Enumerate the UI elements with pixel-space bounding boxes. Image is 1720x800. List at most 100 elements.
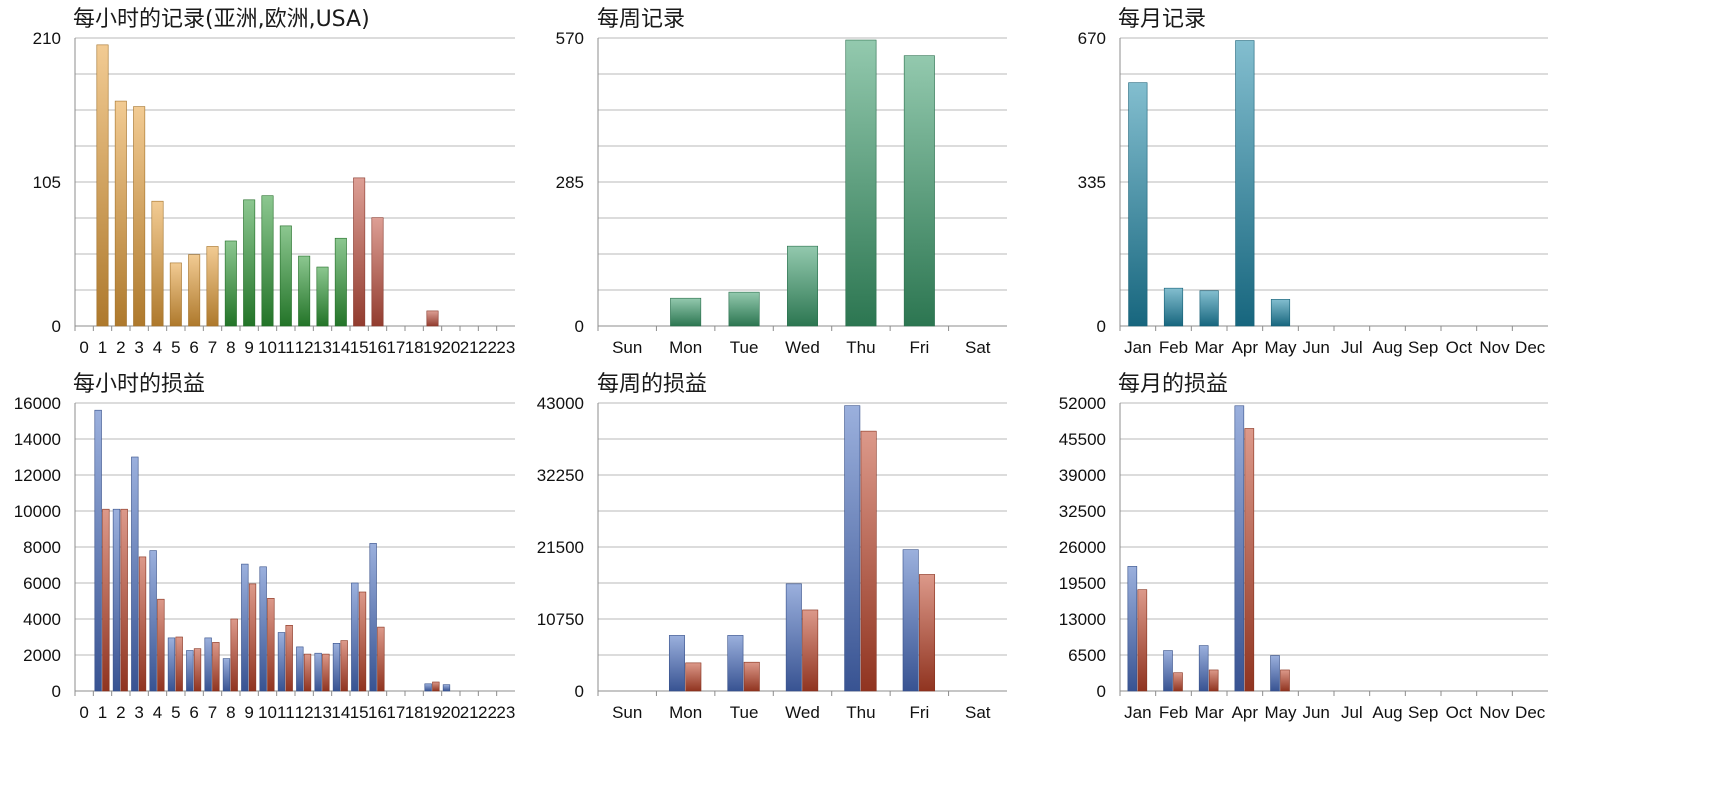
bar [1137,589,1148,692]
x-tick-label: 2 [116,338,125,357]
x-tick-label: 16 [368,338,387,357]
chart-title: 每小时的记录(亚洲,欧洲,USA) [73,7,370,32]
y-tick-label: 0 [575,682,584,701]
bar [787,245,818,327]
y-tick-label: 285 [556,173,584,192]
x-tick-label: 20 [441,338,460,357]
bar [844,405,861,692]
x-tick-label: 11 [277,338,295,357]
chart-title: 每周记录 [597,7,685,32]
x-tick-label: Mar [1195,703,1225,722]
chart-title: 每周的损益 [597,372,707,397]
x-tick-label: Apr [1232,703,1259,722]
bar [114,100,127,327]
bar [230,618,238,692]
y-tick-label: 12000 [14,466,61,485]
x-tick-label: Oct [1446,703,1473,722]
x-tick-label: 20 [441,703,460,722]
y-tick-label: 52000 [1059,394,1106,413]
bar [670,297,702,327]
bar [785,583,802,692]
x-tick-label: 3 [134,338,143,357]
x-tick-label: 15 [350,703,369,722]
bar [204,637,212,692]
y-tick-label: 16000 [14,394,61,413]
x-tick-label: 2 [116,703,125,722]
bar [151,200,164,327]
x-tick-label: Sun [612,703,642,722]
bar [1173,672,1183,692]
y-tick-label: 10750 [537,610,584,629]
bar [442,684,451,692]
bar [267,597,275,692]
bar [371,217,384,327]
x-tick-label: Jun [1302,338,1329,357]
x-tick-label: Sun [612,338,642,357]
bar [206,246,219,327]
y-tick-label: 10000 [14,502,61,521]
y-tick-label: 210 [33,29,61,48]
x-tick-label: Fri [909,703,929,722]
y-tick-label: 43000 [537,394,584,413]
y-tick-label: 19500 [1059,574,1106,593]
bar [340,640,348,692]
bar [1270,299,1291,327]
y-tick-label: 0 [1097,682,1106,701]
chart-monthly-records: 每月记录 0 335 670 Jan Feb Mar Apr May Jun Jul Aug Sep O… [1078,7,1548,357]
bar [277,632,286,692]
x-tick-label: 4 [153,703,162,722]
y-tick-label: 32250 [537,466,584,485]
x-tick-label: 15 [350,338,369,357]
bar [261,195,274,327]
x-tick-label: Mar [1195,338,1225,357]
bar [743,661,760,692]
bar [112,508,121,692]
y-tick-label: 32500 [1059,502,1106,521]
bar [919,574,936,692]
bar [903,55,935,327]
x-tick-label: 3 [134,703,143,722]
bar [133,106,146,327]
x-tick-label: 17 [386,338,405,357]
x-tick-label: Jan [1124,703,1151,722]
x-tick-label: 0 [79,338,88,357]
x-tick-label: Mon [669,703,702,722]
bar [424,683,432,692]
bar [685,662,702,692]
bar [1163,650,1173,692]
x-tick-label: Jan [1124,338,1151,357]
x-tick-label: Mon [669,338,702,357]
bar [668,635,685,692]
x-tick-label: 22 [478,703,497,722]
bar [353,177,366,327]
bar [728,291,760,327]
y-tick-label: 0 [575,317,584,336]
x-tick-label: Dec [1515,703,1546,722]
bar [802,609,819,692]
bar [131,456,139,692]
bar [188,254,201,327]
bar [279,225,292,327]
x-tick-label: 17 [386,703,405,722]
bar [369,543,377,692]
y-tick-label: 13000 [1059,610,1106,629]
x-tick-label: 18 [405,703,424,722]
x-tick-label: Feb [1159,703,1188,722]
x-tick-label: 1 [98,338,107,357]
bar [332,642,341,692]
x-tick-label: Oct [1446,338,1473,357]
y-tick-label: 21500 [537,538,584,557]
x-tick-label: 14 [331,338,350,357]
x-tick-label: Nov [1479,703,1510,722]
x-tick-label: Sep [1408,338,1438,357]
bar [175,636,183,692]
x-tick-label: 19 [423,338,442,357]
y-tick-label: 0 [52,317,61,336]
bar [1244,428,1255,692]
x-tick-label: Wed [785,338,820,357]
x-tick-label: 5 [171,338,180,357]
bar [222,658,231,692]
bar [727,635,744,692]
chart-title: 每小时的损益 [73,372,205,397]
